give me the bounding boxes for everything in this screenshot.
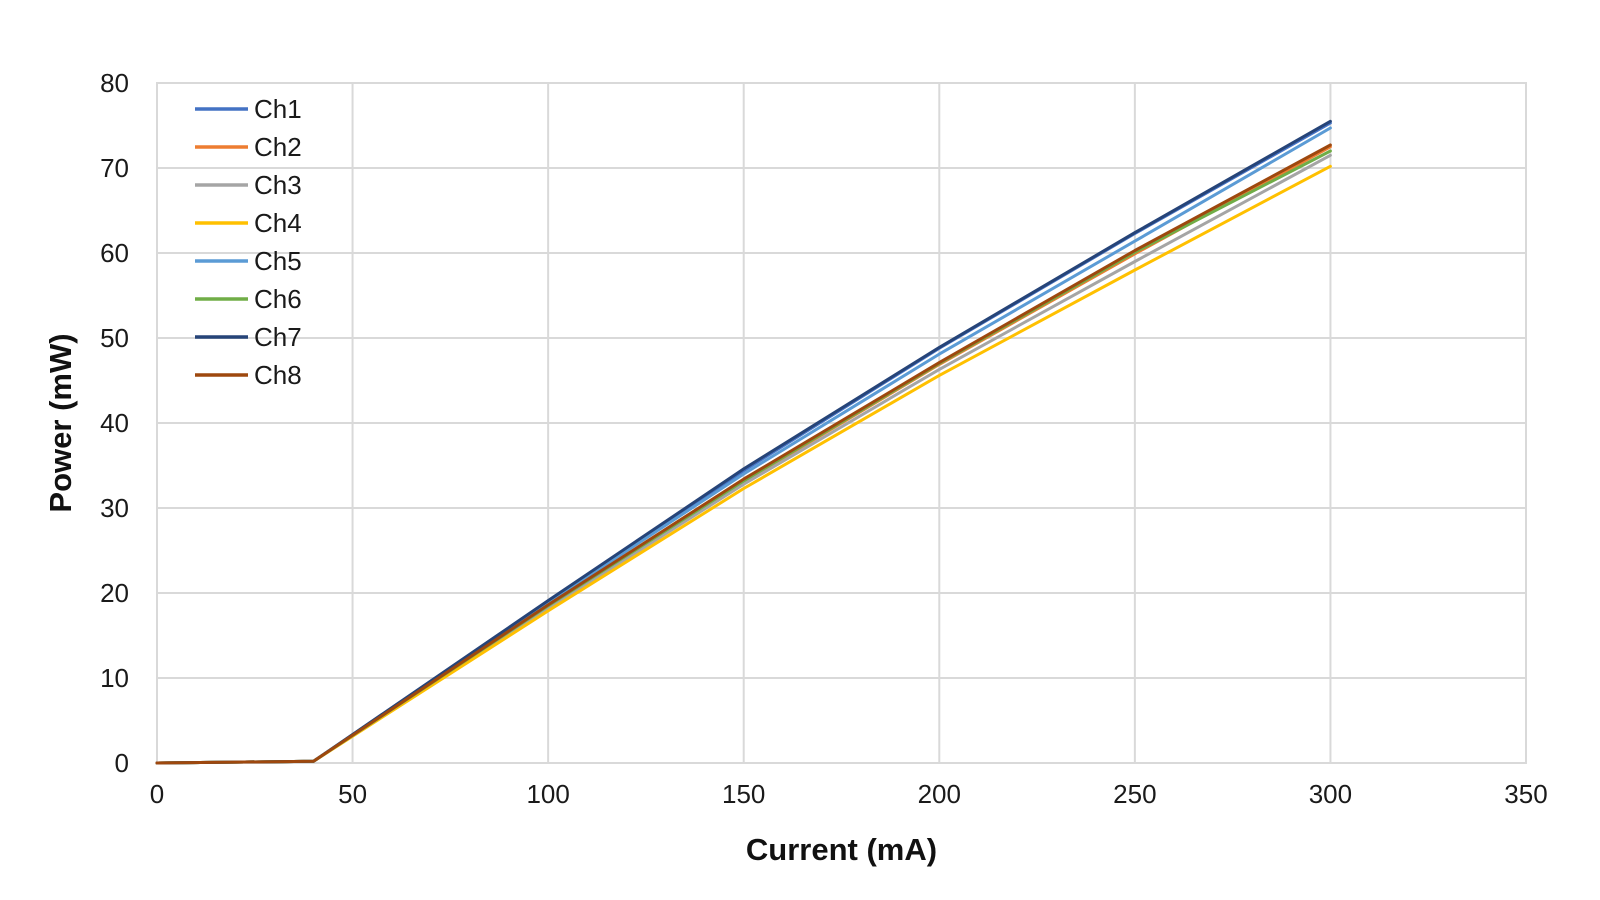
y-axis-title: Power (mW) [43, 333, 78, 512]
legend-label-ch8: Ch8 [254, 360, 302, 390]
x-tick-label: 100 [526, 779, 569, 809]
y-tick-label: 50 [100, 323, 129, 353]
legend-label-ch2: Ch2 [254, 132, 302, 162]
legend: Ch1 Ch2 Ch3 Ch4 Ch5 Ch6 Ch7 Ch8 [195, 94, 302, 390]
legend-label-ch3: Ch3 [254, 170, 302, 200]
x-tick-label: 250 [1113, 779, 1156, 809]
y-tick-label: 40 [100, 408, 129, 438]
x-tick-label: 50 [338, 779, 367, 809]
y-tick-label: 10 [100, 663, 129, 693]
y-tick-label: 20 [100, 578, 129, 608]
x-tick-label: 0 [150, 779, 164, 809]
legend-label-ch5: Ch5 [254, 246, 302, 276]
y-tick-label: 0 [115, 748, 129, 778]
x-tick-label: 200 [918, 779, 961, 809]
legend-label-ch7: Ch7 [254, 322, 302, 352]
legend-label-ch6: Ch6 [254, 284, 302, 314]
x-tick-label: 150 [722, 779, 765, 809]
y-tick-label: 60 [100, 238, 129, 268]
x-tick-label: 300 [1309, 779, 1352, 809]
x-axis-title: Current (mA) [746, 832, 937, 867]
y-axis-tick-labels: 0 10 20 30 40 50 60 70 80 [100, 68, 129, 778]
series-lines [155, 119, 1332, 765]
series-line-ch8 [155, 143, 1332, 765]
x-axis-tick-labels: 0 50 100 150 200 250 300 350 [150, 779, 1548, 809]
legend-label-ch1: Ch1 [254, 94, 302, 124]
y-tick-label: 70 [100, 153, 129, 183]
x-tick-label: 350 [1504, 779, 1547, 809]
y-tick-label: 30 [100, 493, 129, 523]
plot-area [156, 82, 1527, 764]
y-tick-label: 80 [100, 68, 129, 98]
legend-label-ch4: Ch4 [254, 208, 302, 238]
